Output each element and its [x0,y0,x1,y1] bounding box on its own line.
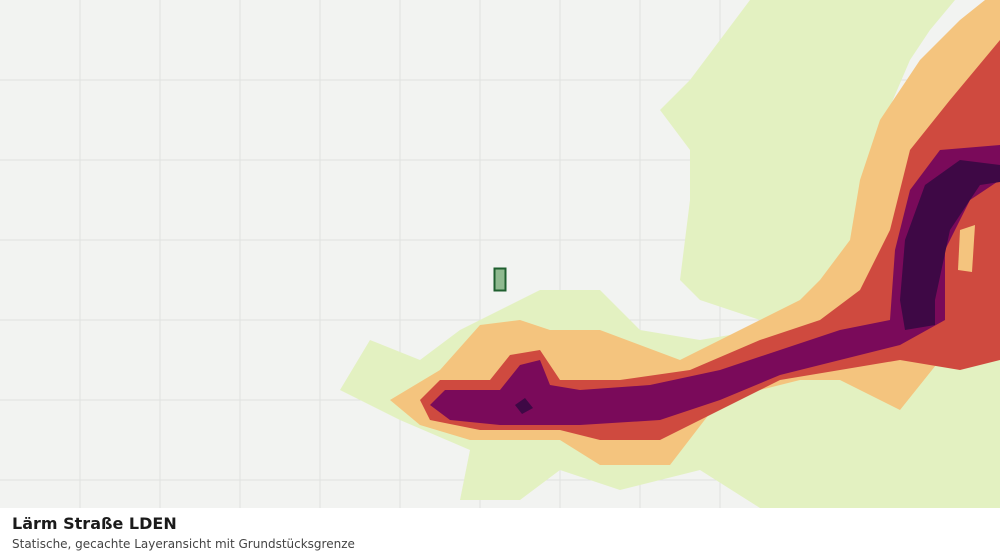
map-canvas [0,0,1000,508]
layer-subtitle: Statische, gecachte Layeransicht mit Gru… [12,537,355,551]
info-panel: Lärm Straße LDEN Statische, gecachte Lay… [0,508,1000,560]
layer-title: Lärm Straße LDEN [12,514,177,533]
noise-layer [340,0,1000,508]
parcel-boundary[interactable] [493,267,507,292]
